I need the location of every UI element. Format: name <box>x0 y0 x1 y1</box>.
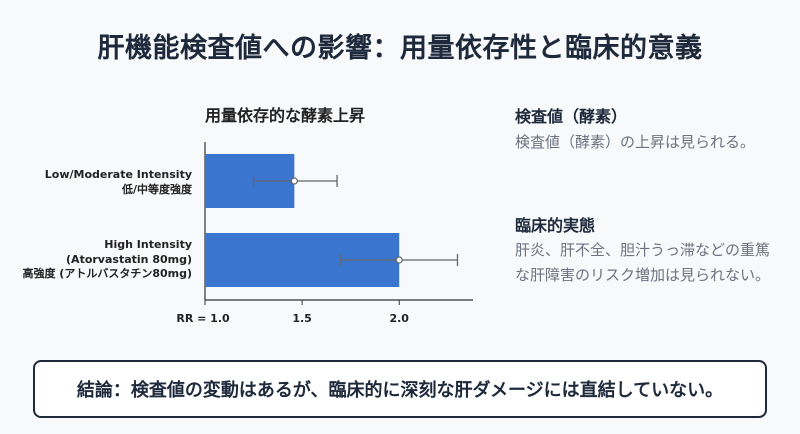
side-heading-lab-values: 検査値（酵素） <box>515 107 628 126</box>
point-estimate-1 <box>395 256 403 264</box>
conclusion-box: 結論：検査値の変動はあるが、臨床的に深刻な肝ダメージには直結していない。 <box>33 360 767 418</box>
point-estimate-0 <box>290 177 298 185</box>
x-tick-label-2: 2.0 <box>389 312 409 325</box>
category-label-high-dose: (Atorvastatin 80mg) <box>66 252 192 266</box>
side-text-lab-values: 検査値（酵素）の上昇は見られる。 <box>515 133 756 151</box>
chart-title: 用量依存的な酵素上昇 <box>204 106 365 125</box>
category-label-low-en: Low/Moderate Intensity <box>44 168 192 181</box>
category-label-low-ja: 低/中等度強度 <box>121 182 192 196</box>
category-label-high: High Intensity (Atorvastatin 80mg) 高強度 (… <box>2 238 192 282</box>
category-label-low: Low/Moderate Intensity 低/中等度強度 <box>2 168 192 197</box>
x-tick-label-0: RR = 1.0 <box>176 312 230 325</box>
x-tick-label-1: 1.5 <box>292 312 312 325</box>
category-label-high-ja: 高強度 (アトルバスタチン80mg) <box>22 267 192 280</box>
slide-title: 肝機能検査値への影響：用量依存性と臨床的意義 <box>97 33 703 64</box>
conclusion-text: 結論：検査値の変動はあるが、臨床的に深刻な肝ダメージには直結していない。 <box>76 380 724 401</box>
category-label-high-en: High Intensity <box>104 238 192 251</box>
side-heading-clinical-reality: 臨床的実態 <box>515 216 596 235</box>
side-text-clinical-reality: 肝炎、肝不全、胆汁うっ滞などの重篤な肝障害のリスク増加は見られない。 <box>515 241 771 284</box>
